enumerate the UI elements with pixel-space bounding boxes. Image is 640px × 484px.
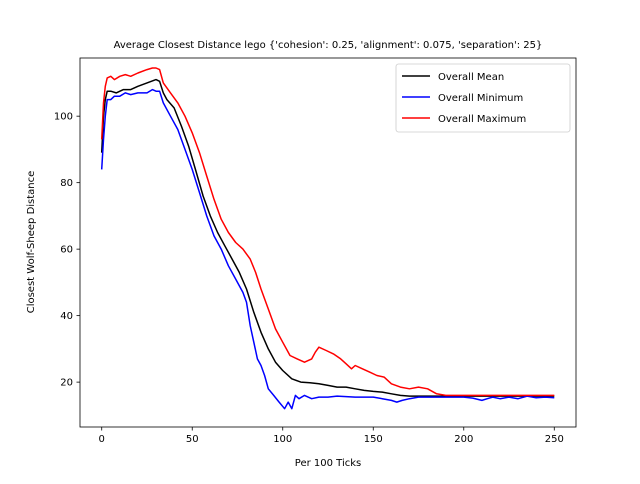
y-tick-label: 80 [60,178,73,189]
x-tick-label: 200 [454,434,473,445]
y-tick-label: 100 [54,112,73,123]
x-tick-label: 0 [99,434,105,445]
legend-label-1: Overall Minimum [438,93,523,104]
series-line-1 [100,88,555,410]
chart-title: Average Closest Distance lego {'cohesion… [114,40,543,51]
y-tick-label: 60 [60,245,73,256]
series-group [100,67,555,410]
x-tick-label: 150 [364,434,383,445]
y-tick-label: 40 [60,311,73,322]
legend: Overall Mean Overall Minimum Overall Maxim… [395,63,571,133]
legend-label-2: Overall Maximum [438,114,526,125]
plot-area [100,67,555,410]
x-axis-label: Per 100 Ticks [295,458,361,469]
axis-ticks: 0 50 100 150 200 250 20 40 60 80 100 [54,112,564,445]
x-tick-label: 250 [545,434,564,445]
series-line-2 [100,67,555,397]
series-line-0 [100,78,555,397]
legend-box [395,63,571,133]
x-tick-label: 50 [186,434,199,445]
legend-label-0: Overall Mean [438,72,504,83]
x-tick-label: 100 [273,434,292,445]
y-axis-label: Closest Wolf-Sheep Distance [26,171,37,314]
axes-frame [79,57,577,428]
y-tick-label: 20 [60,378,73,389]
